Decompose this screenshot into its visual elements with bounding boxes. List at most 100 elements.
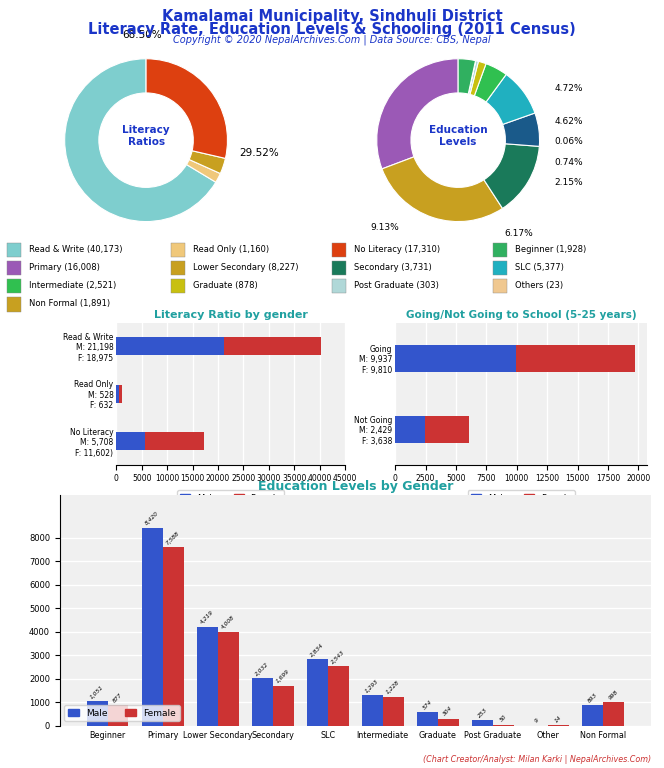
Legend: Male, Female: Male, Female bbox=[64, 705, 180, 721]
Bar bbox=[582, 705, 603, 726]
Bar bbox=[438, 719, 459, 726]
Bar bbox=[252, 678, 273, 726]
Bar bbox=[145, 432, 205, 450]
Text: 1.98%: 1.98% bbox=[0, 767, 1, 768]
Text: 14: 14 bbox=[554, 715, 563, 724]
Text: Literacy
Ratios: Literacy Ratios bbox=[122, 125, 170, 147]
Bar bbox=[425, 415, 469, 442]
Text: Primary (16,008): Primary (16,008) bbox=[29, 263, 100, 272]
Wedge shape bbox=[64, 59, 216, 221]
Bar bbox=[171, 243, 185, 257]
Bar bbox=[493, 243, 507, 257]
Title: Literacy Ratio by gender: Literacy Ratio by gender bbox=[154, 310, 307, 320]
Legend: Male, Female: Male, Female bbox=[177, 490, 284, 506]
Bar bbox=[116, 385, 119, 402]
Text: 1,699: 1,699 bbox=[276, 669, 291, 684]
Text: 2,543: 2,543 bbox=[331, 649, 346, 664]
Text: Intermediate (2,521): Intermediate (2,521) bbox=[29, 281, 116, 290]
Wedge shape bbox=[503, 113, 540, 147]
Text: (Chart Creator/Analyst: Milan Karki | NepalArchives.Com): (Chart Creator/Analyst: Milan Karki | Ne… bbox=[422, 755, 651, 764]
Bar bbox=[171, 261, 185, 275]
Legend: Male, Female: Male, Female bbox=[467, 490, 575, 506]
Bar bbox=[493, 724, 514, 726]
Bar bbox=[493, 261, 507, 275]
Bar bbox=[395, 415, 425, 442]
Bar bbox=[307, 659, 328, 726]
Bar bbox=[116, 337, 224, 356]
Text: Lower Secondary (8,227): Lower Secondary (8,227) bbox=[193, 263, 298, 272]
Text: 2.15%: 2.15% bbox=[554, 178, 583, 187]
Text: Copyright © 2020 NepalArchives.Com | Data Source: CBS, Nepal: Copyright © 2020 NepalArchives.Com | Dat… bbox=[173, 35, 491, 45]
Bar bbox=[7, 261, 21, 275]
Text: 2,032: 2,032 bbox=[254, 661, 270, 677]
Wedge shape bbox=[382, 157, 503, 221]
Text: 6.17%: 6.17% bbox=[505, 229, 534, 238]
Wedge shape bbox=[376, 59, 458, 169]
Text: SLC (5,377): SLC (5,377) bbox=[515, 263, 564, 272]
Title: Education Levels by Gender: Education Levels by Gender bbox=[258, 480, 453, 493]
Bar bbox=[86, 701, 108, 726]
Text: Non Formal (1,891): Non Formal (1,891) bbox=[29, 300, 110, 309]
Bar bbox=[171, 279, 185, 293]
Text: 4.62%: 4.62% bbox=[554, 117, 583, 126]
Text: 29.52%: 29.52% bbox=[240, 148, 280, 158]
Text: 877: 877 bbox=[112, 692, 124, 703]
Wedge shape bbox=[486, 74, 535, 124]
Text: 0.74%: 0.74% bbox=[554, 157, 583, 167]
Text: No Literacy (17,310): No Literacy (17,310) bbox=[354, 244, 440, 253]
Wedge shape bbox=[468, 61, 479, 94]
Text: 20.12%: 20.12% bbox=[0, 767, 1, 768]
Bar bbox=[328, 666, 349, 726]
Bar bbox=[362, 695, 382, 726]
Bar bbox=[472, 720, 493, 726]
Text: 253: 253 bbox=[477, 707, 488, 718]
Text: Read Only (1,160): Read Only (1,160) bbox=[193, 244, 269, 253]
Bar bbox=[163, 548, 183, 726]
Wedge shape bbox=[146, 59, 228, 158]
Bar bbox=[332, 279, 346, 293]
Text: 4,219: 4,219 bbox=[199, 610, 215, 625]
Text: 7,588: 7,588 bbox=[165, 531, 181, 546]
Bar bbox=[417, 712, 438, 726]
Text: 9: 9 bbox=[535, 718, 540, 724]
Text: 4.72%: 4.72% bbox=[554, 84, 583, 94]
Bar bbox=[382, 697, 404, 726]
Title: Going/Not Going to School (5-25 years): Going/Not Going to School (5-25 years) bbox=[406, 310, 637, 320]
Bar bbox=[7, 279, 21, 293]
Text: 998: 998 bbox=[608, 690, 619, 701]
Text: 9.13%: 9.13% bbox=[371, 223, 399, 232]
Bar bbox=[395, 345, 516, 372]
Bar bbox=[218, 631, 238, 726]
Wedge shape bbox=[468, 61, 475, 94]
Bar bbox=[273, 686, 293, 726]
Text: 4,008: 4,008 bbox=[220, 614, 236, 630]
Text: Others (23): Others (23) bbox=[515, 281, 563, 290]
Text: 8,420: 8,420 bbox=[144, 511, 160, 526]
Text: 1,228: 1,228 bbox=[386, 680, 401, 696]
Wedge shape bbox=[474, 64, 506, 102]
Text: 304: 304 bbox=[442, 706, 454, 717]
Bar bbox=[493, 279, 507, 293]
Wedge shape bbox=[187, 160, 220, 182]
Text: 1,293: 1,293 bbox=[365, 678, 380, 694]
Bar bbox=[332, 261, 346, 275]
Wedge shape bbox=[189, 151, 225, 174]
Text: 2,834: 2,834 bbox=[309, 642, 325, 657]
Text: 1,051: 1,051 bbox=[90, 684, 105, 700]
Text: Beginner (1,928): Beginner (1,928) bbox=[515, 244, 586, 253]
Text: 13.15%: 13.15% bbox=[0, 767, 1, 768]
Text: Read & Write (40,173): Read & Write (40,173) bbox=[29, 244, 122, 253]
Bar bbox=[7, 297, 21, 312]
Bar bbox=[516, 345, 635, 372]
Bar bbox=[197, 627, 218, 726]
Text: Literacy Rate, Education Levels & Schooling (2011 Census): Literacy Rate, Education Levels & School… bbox=[88, 22, 576, 37]
Text: 68.50%: 68.50% bbox=[122, 31, 162, 41]
Text: 574: 574 bbox=[422, 700, 433, 711]
Text: Secondary (3,731): Secondary (3,731) bbox=[354, 263, 432, 272]
Bar bbox=[108, 705, 128, 726]
Text: 0.06%: 0.06% bbox=[554, 137, 583, 146]
Wedge shape bbox=[458, 58, 475, 94]
Wedge shape bbox=[470, 61, 486, 96]
Text: 39.15%: 39.15% bbox=[0, 767, 1, 768]
Bar bbox=[603, 702, 624, 726]
